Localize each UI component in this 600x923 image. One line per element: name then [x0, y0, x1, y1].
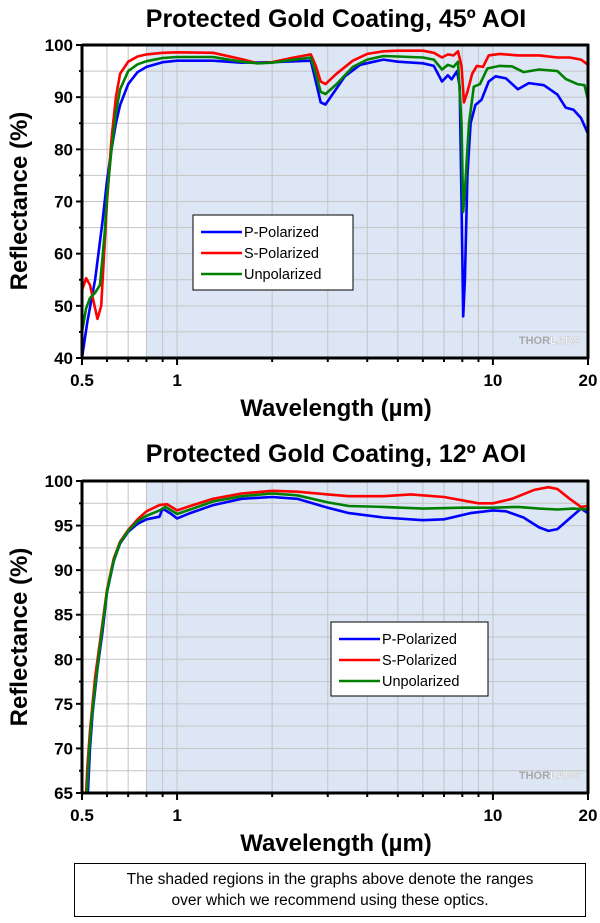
series-line-unpolarized [85, 492, 588, 793]
note-line-2: over which we recommend using these opti… [171, 892, 489, 909]
y-tick-label: 50 [54, 297, 73, 316]
y-tick-label: 85 [54, 606, 73, 625]
plot-area: THORLABS 40 50 60 70 80 90 100 0.5 1 10 20 P-Polariz… [45, 36, 598, 390]
y-tick-label: 40 [54, 349, 73, 368]
x-axis-title: Wavelength (µm) [240, 830, 432, 857]
x-tick-label: 0.5 [70, 806, 94, 825]
legend-label: P-Polarized [382, 632, 457, 648]
x-tick-label: 20 [579, 806, 598, 825]
legend: P-Polarized S-Polarized Unpolarized [192, 214, 354, 291]
logo-part-labs: LABS [550, 335, 580, 347]
thorlabs-logo: THORLABS [519, 770, 580, 782]
series-group [84, 485, 588, 793]
x-tick-label: 1 [172, 371, 181, 390]
logo-part-labs: LABS [550, 770, 580, 782]
y-tick-label: 80 [54, 140, 73, 159]
y-tick-label: 60 [54, 245, 73, 264]
note-line-1: The shaded regions in the graphs above d… [126, 871, 534, 888]
legend-box [192, 214, 354, 291]
legend-label: Unpolarized [382, 674, 459, 690]
shaded-region-note: The shaded regions in the graphs above d… [74, 863, 586, 917]
series-line-p-polarized [82, 58, 588, 358]
y-tick-label: 100 [45, 36, 73, 55]
y-axis-title: Reflectance (%) [6, 548, 33, 727]
plot-area: THORLABS 65 70 75 80 85 90 95 100 0.5 1 10 20 P-Polar… [45, 472, 598, 825]
x-tick-label: 1 [172, 806, 181, 825]
chart-title: Protected Gold Coating, 45º AOI [146, 5, 526, 33]
x-tick-label: 10 [483, 806, 502, 825]
legend: P-Polarized S-Polarized Unpolarized [330, 621, 489, 697]
series-line-s-polarized [82, 49, 588, 321]
y-tick-label: 75 [54, 695, 73, 714]
series-line-unpolarized [82, 54, 588, 333]
legend-label: Unpolarized [244, 267, 321, 283]
y-tick-label: 90 [54, 88, 73, 107]
y-tick-label: 70 [54, 739, 73, 758]
y-tick-label: 65 [54, 784, 73, 803]
x-tick-label: 10 [483, 371, 502, 390]
chart-title: Protected Gold Coating, 12º AOI [146, 440, 526, 468]
y-tick-label: 70 [54, 193, 73, 212]
x-tick-label: 20 [579, 371, 598, 390]
legend-label: P-Polarized [244, 225, 319, 241]
chart-12-aoi: Protected Gold Coating, 12º AOI THORLABS… [6, 440, 597, 857]
y-axis-title: Reflectance (%) [6, 112, 33, 291]
thorlabs-logo: THORLABS [519, 335, 580, 347]
chart-45-aoi: Protected Gold Coating, 45º AOI THORLABS… [6, 5, 597, 422]
y-tick-label: 90 [54, 561, 73, 580]
x-tick-label: 0.5 [70, 371, 94, 390]
y-tick-label: 100 [45, 472, 73, 491]
logo-part-thor: THOR [519, 770, 550, 782]
legend-label: S-Polarized [244, 246, 319, 262]
series-group [82, 49, 588, 358]
logo-part-thor: THOR [519, 335, 550, 347]
y-tick-label: 95 [54, 517, 73, 536]
x-axis-title: Wavelength (µm) [240, 395, 432, 422]
legend-label: S-Polarized [382, 653, 457, 669]
y-tick-label: 80 [54, 650, 73, 669]
